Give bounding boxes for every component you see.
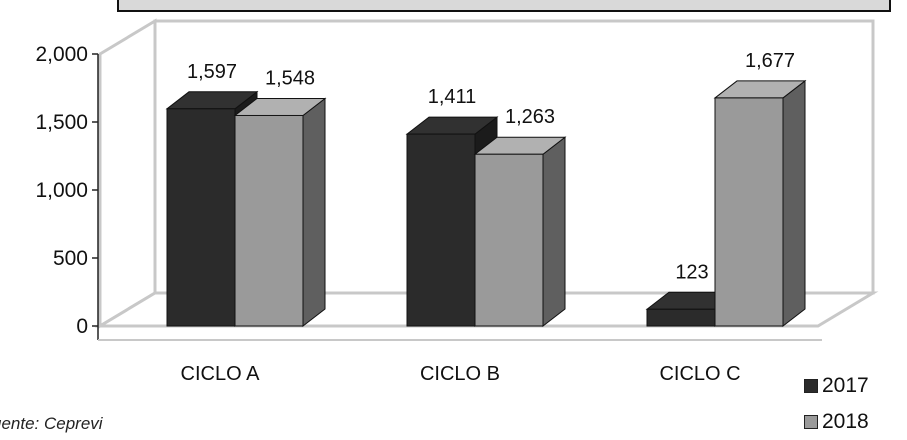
legend: 2017 2018 bbox=[804, 368, 907, 440]
bar-front bbox=[234, 114, 304, 327]
legend-label-2018: 2018 bbox=[822, 410, 869, 433]
bar-side bbox=[782, 79, 806, 328]
chart-title-box bbox=[117, 0, 891, 12]
data-label: 1,597 bbox=[187, 61, 237, 83]
legend-item-2017: 2017 bbox=[804, 368, 907, 404]
y-tick-label: 1,500 bbox=[35, 111, 88, 134]
bar-front bbox=[474, 153, 544, 327]
bar-2018-1 bbox=[473, 136, 567, 328]
bar-front bbox=[714, 97, 784, 327]
bar-side bbox=[302, 97, 326, 328]
legend-item-2018: 2018 bbox=[804, 404, 907, 440]
data-labels: 1,597 1,548 1,411 1,263 123 1,677 bbox=[187, 50, 795, 283]
x-axis: CICLO A CICLO B CICLO C bbox=[98, 339, 822, 385]
x-category-label: CICLO A bbox=[181, 363, 261, 385]
bar-front bbox=[406, 133, 476, 327]
bar-series bbox=[165, 79, 807, 328]
data-label: 123 bbox=[675, 261, 708, 283]
y-tick-label: 2,000 bbox=[35, 43, 88, 66]
source-note: uente: Ceprevi bbox=[0, 414, 103, 433]
legend-swatch-2017 bbox=[804, 379, 818, 393]
data-label: 1,677 bbox=[745, 50, 795, 72]
side-wall bbox=[98, 18, 157, 329]
bar-side bbox=[542, 136, 566, 328]
y-tick-label: 500 bbox=[53, 247, 88, 270]
legend-label-2017: 2017 bbox=[822, 374, 869, 397]
data-label: 1,263 bbox=[505, 106, 555, 128]
data-label: 1,411 bbox=[428, 86, 477, 108]
y-tick-label: 1,000 bbox=[35, 179, 88, 202]
y-axis: 0 500 1,000 1,500 2,000 bbox=[35, 43, 99, 340]
x-category-label: CICLO B bbox=[420, 363, 500, 385]
bar-2018-2 bbox=[713, 79, 807, 328]
legend-swatch-2018 bbox=[804, 415, 818, 429]
x-category-label: CICLO C bbox=[659, 363, 740, 385]
bar-front bbox=[646, 308, 716, 327]
y-tick-label: 0 bbox=[76, 315, 88, 338]
data-label: 1,548 bbox=[265, 67, 315, 89]
bar-front bbox=[166, 108, 236, 327]
bar-2018-0 bbox=[233, 97, 327, 328]
